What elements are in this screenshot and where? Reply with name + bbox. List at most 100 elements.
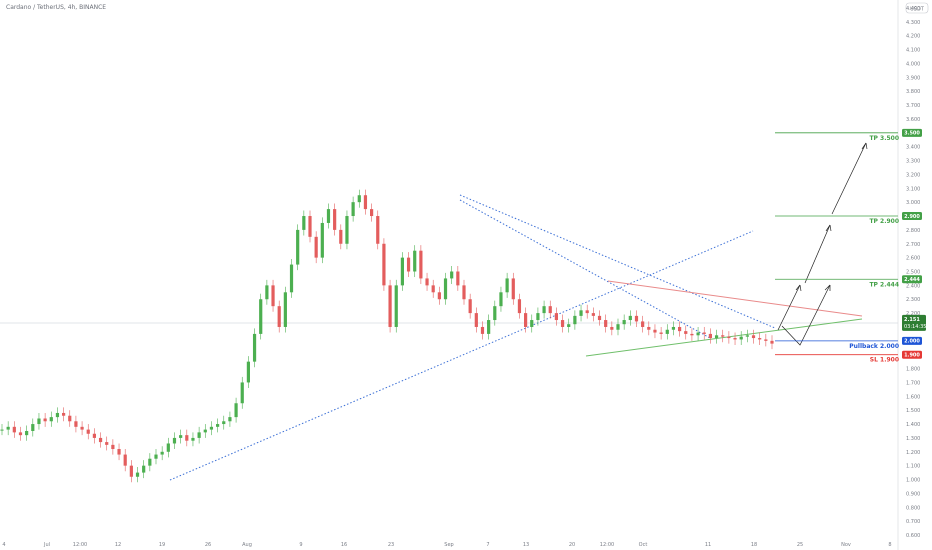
candle-body — [721, 335, 725, 337]
candle-body — [302, 216, 306, 230]
arrow-head-icon — [861, 142, 868, 150]
level-badge-tp-3500 — [902, 128, 922, 137]
triangle-upper-line[interactable] — [607, 280, 863, 317]
candle-body — [86, 429, 90, 434]
candle-body — [135, 472, 140, 477]
candle-body — [216, 424, 220, 427]
candle-body — [203, 429, 207, 433]
projection-arrow-3 — [804, 224, 831, 284]
candle-body — [55, 412, 60, 418]
candle-body — [560, 320, 565, 327]
time-tick-label: 12:00 — [600, 542, 614, 548]
time-tick-label: 23 — [388, 542, 394, 548]
candle-body — [18, 432, 23, 436]
time-tick-label: 11 — [705, 542, 711, 548]
candle-body — [456, 271, 460, 286]
candle-body — [647, 326, 651, 330]
price-tick-label: 4.200 — [906, 34, 920, 40]
candle-body — [357, 195, 361, 203]
time-tick-label: 16 — [341, 542, 347, 548]
current-price-badge: 2.151 03:14:35 — [902, 314, 926, 331]
price-tick-label: 2.500 — [906, 270, 920, 276]
candle-body — [265, 285, 269, 300]
time-tick-label: Jul — [43, 542, 50, 548]
candle-body — [487, 320, 491, 334]
candle-body — [179, 435, 183, 438]
candle-body — [74, 421, 78, 427]
level-badge-pullback-2000 — [902, 336, 922, 345]
price-tick-label: 2.800 — [906, 228, 920, 234]
candle-body — [690, 333, 694, 336]
candle-body — [209, 426, 214, 430]
candle-body — [696, 332, 700, 336]
candle-body — [474, 313, 478, 327]
candle-body — [585, 310, 589, 314]
candle-body — [739, 336, 743, 340]
level-badge-text-tp-2900: 2.900 — [904, 214, 920, 220]
price-tick-label: 1.000 — [906, 478, 920, 484]
candle-body — [339, 229, 343, 244]
candle-body — [289, 264, 294, 293]
candle-body — [604, 320, 608, 327]
candle-body — [12, 426, 16, 433]
candle-body — [283, 292, 287, 327]
price-tick-label: 3.800 — [906, 89, 920, 95]
candle-body — [665, 329, 669, 334]
candle-body — [105, 442, 109, 445]
time-tick-label: Aug — [242, 542, 252, 548]
candle-body — [296, 229, 300, 265]
chart-title: Cardano / TetherUS, 4h, BINANCE — [6, 4, 106, 11]
time-tick-label: Oct — [639, 542, 648, 548]
candle-body — [684, 331, 688, 334]
candle-body — [641, 321, 645, 327]
candle-body — [31, 424, 35, 431]
time-tick-label: 19 — [159, 542, 165, 548]
candle-body — [43, 418, 47, 422]
price-tick-label: 3.600 — [906, 117, 920, 123]
projection-arrow-2 — [781, 284, 831, 346]
candle-body — [246, 361, 250, 383]
price-tick-label: 4.300 — [906, 20, 920, 26]
candle-body — [425, 278, 429, 286]
candle-body — [6, 426, 10, 430]
time-tick-label: 26 — [205, 542, 211, 548]
time-tick-label: 9 — [299, 542, 302, 548]
price-tick-label: 2.400 — [906, 283, 920, 289]
triangle-lower-line[interactable] — [585, 318, 863, 357]
candle-body — [271, 285, 275, 307]
candle-body — [745, 335, 749, 337]
level-label-pullback-2000: Pullback 2.000 — [849, 343, 899, 350]
candle-body — [419, 250, 423, 279]
price-tick-label: 3.700 — [906, 103, 920, 109]
candle-body — [314, 236, 318, 258]
candle-body — [68, 415, 72, 422]
candle-body — [351, 202, 355, 217]
candle-body — [524, 313, 528, 327]
candle-body — [708, 333, 712, 339]
candle-body — [234, 403, 238, 418]
currency-badge[interactable] — [905, 2, 929, 14]
level-label-sl-1900: SL 1.900 — [870, 357, 899, 364]
time-tick-label: Sep — [444, 542, 453, 548]
uptrend-dotted-line[interactable] — [169, 230, 754, 481]
candle-body — [468, 299, 472, 314]
price-tick-label: 4.100 — [906, 48, 920, 54]
downtrend-dotted-line[interactable] — [459, 194, 776, 329]
current-price-countdown: 03:14:35 — [904, 324, 926, 330]
candle-body — [554, 313, 558, 321]
candle-series — [0, 189, 774, 483]
candle-body — [499, 292, 503, 307]
time-tick-label: 12 — [115, 542, 121, 548]
candle-body — [117, 449, 121, 455]
candle-body — [714, 335, 719, 339]
candle-body — [542, 306, 546, 314]
candle-body — [148, 458, 152, 466]
price-tick-label: 3.900 — [906, 75, 920, 81]
candle-body — [370, 209, 374, 217]
candle-body — [733, 338, 737, 340]
candle-body — [610, 326, 614, 330]
arrow-head-icon — [824, 284, 831, 291]
candle-body — [616, 324, 620, 330]
